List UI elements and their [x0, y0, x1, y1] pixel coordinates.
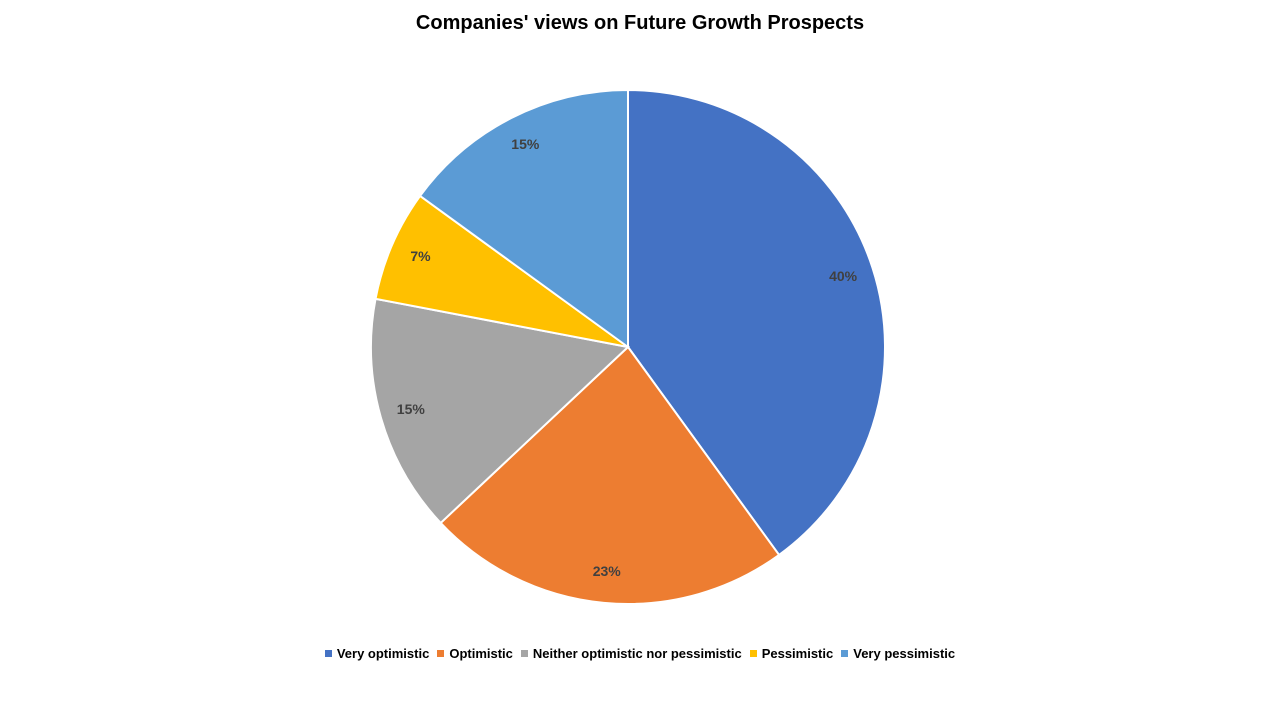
legend-item: Optimistic [437, 646, 513, 661]
pie-slice-very-pessimistic [418, 88, 629, 349]
legend-swatch [437, 650, 445, 657]
legend-label: Optimistic [449, 646, 513, 661]
pie-slice-optimistic [439, 345, 781, 605]
legend-swatch [324, 650, 332, 657]
slice-data-label: 40% [829, 268, 858, 284]
legend-item: Pessimistic [749, 646, 834, 661]
legend-swatch [841, 650, 849, 657]
legend-label: Pessimistic [761, 646, 834, 661]
pie-slice-neither-optimistic-nor-pessimistic [370, 297, 631, 525]
legend-item: Neither optimistic nor pessimistic [520, 646, 742, 661]
legend-swatch [749, 650, 757, 657]
pie-slice-pessimistic [374, 194, 629, 348]
legend-label: Very pessimistic [853, 646, 956, 661]
legend-swatch [520, 650, 528, 657]
legend-label: Very optimistic [336, 646, 430, 661]
slice-data-label: 15% [511, 136, 540, 152]
slice-data-label: 23% [593, 563, 622, 579]
legend-item: Very pessimistic [841, 646, 955, 661]
legend-item: Very optimistic [324, 646, 430, 661]
slice-data-label: 15% [397, 401, 426, 417]
legend-label: Neither optimistic nor pessimistic [532, 646, 742, 661]
pie-slice-very-optimistic [627, 88, 886, 557]
slice-data-label: 7% [410, 248, 431, 264]
legend: Very optimistic Optimistic Neither optimis… [0, 646, 1280, 661]
chart-title: Companies' views on Future Growth Prospe… [415, 12, 865, 34]
